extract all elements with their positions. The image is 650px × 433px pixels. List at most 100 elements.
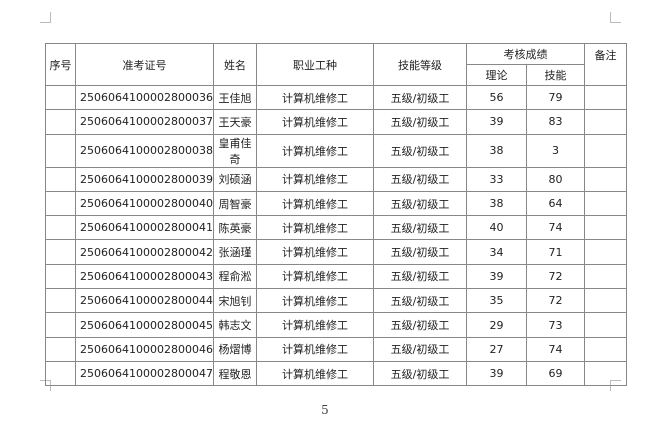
- table-row: 2506064100002800039 刘硕涵 计算机维修工 五级/初级工 33 80: [45, 166, 627, 192]
- cell-exam-id: 2506064100002800041: [75, 215, 214, 241]
- cell-level: 五级/初级工: [372, 133, 467, 168]
- cell-seq: [45, 336, 76, 362]
- cell-exam-id: 2506064100002800038: [75, 133, 214, 168]
- cell-occupation: 计算机维修工: [255, 133, 374, 168]
- table-row: 2506064100002800040 周智豪 计算机维修工 五级/初级工 38 64: [45, 190, 627, 217]
- cell-occupation: 计算机维修工: [255, 109, 374, 135]
- cell-seq: [45, 109, 76, 135]
- cell-exam-id: 2506064100002800037: [75, 109, 214, 135]
- cell-level: 五级/初级工: [372, 190, 467, 217]
- cell-occupation: 计算机维修工: [255, 239, 374, 265]
- cell-skill: 72: [525, 263, 585, 290]
- cell-exam-id: 2506064100002800046: [75, 336, 214, 362]
- cell-name: 宋旭钊: [212, 288, 257, 314]
- cell-remark: [583, 215, 627, 241]
- cell-level: 五级/初级工: [372, 360, 467, 387]
- cell-theory: 39: [465, 109, 527, 135]
- cell-exam-id: 2506064100002800044: [75, 288, 214, 314]
- cell-remark: [583, 239, 627, 265]
- cell-occupation: 计算机维修工: [255, 190, 374, 217]
- table-row: 2506064100002800045 韩志文 计算机维修工 五级/初级工 29 73: [45, 312, 627, 338]
- cell-skill: 71: [525, 239, 585, 265]
- cell-theory: 56: [465, 84, 527, 111]
- cell-name: 皇甫佳奇: [212, 133, 257, 168]
- header-occupation: 职业工种: [255, 43, 374, 86]
- cell-remark: [583, 312, 627, 338]
- cell-theory: 38: [465, 190, 527, 217]
- cell-exam-id: 2506064100002800040: [75, 190, 214, 217]
- cell-occupation: 计算机维修工: [255, 312, 374, 338]
- cell-remark: [583, 84, 627, 111]
- header-score: 考核成绩: [465, 43, 585, 65]
- cell-occupation: 计算机维修工: [255, 84, 374, 111]
- cell-seq: [45, 166, 76, 192]
- cell-name: 刘硕涵: [212, 166, 257, 192]
- cell-exam-id: 2506064100002800042: [75, 239, 214, 265]
- score-table: 序号 准考证号 姓名 职业工种 技能等级 考核成绩 备注 理论 技能 25060…: [45, 43, 627, 387]
- cell-exam-id: 2506064100002800036: [75, 84, 214, 111]
- cell-skill: 74: [525, 336, 585, 362]
- cell-occupation: 计算机维修工: [255, 360, 374, 387]
- cell-theory: 34: [465, 239, 527, 265]
- page-number: 5: [321, 403, 329, 417]
- cell-skill: 83: [525, 109, 585, 135]
- cell-theory: 29: [465, 312, 527, 338]
- cell-seq: [45, 190, 76, 217]
- cell-skill: 79: [525, 84, 585, 111]
- cell-exam-id: 2506064100002800047: [75, 360, 214, 387]
- cell-skill: 74: [525, 215, 585, 241]
- header-exam-id: 准考证号: [75, 43, 214, 86]
- cell-seq: [45, 84, 76, 111]
- cell-occupation: 计算机维修工: [255, 288, 374, 314]
- header-name: 姓名: [212, 43, 257, 86]
- cell-occupation: 计算机维修工: [255, 166, 374, 192]
- cell-remark: [583, 109, 627, 135]
- table-row: 2506064100002800036 王佳旭 计算机维修工 五级/初级工 56 79: [45, 84, 627, 111]
- cell-name: 王佳旭: [212, 84, 257, 111]
- table-row: 2506064100002800042 张涵瑾 计算机维修工 五级/初级工 34 71: [45, 239, 627, 265]
- header-level: 技能等级: [372, 43, 467, 86]
- cell-level: 五级/初级工: [372, 84, 467, 111]
- cell-name: 程敬恩: [212, 360, 257, 387]
- table-row: 2506064100002800047 程敬恩 计算机维修工 五级/初级工 39 69: [45, 360, 627, 387]
- header-theory: 理论: [465, 64, 527, 86]
- cell-theory: 38: [465, 133, 527, 168]
- cell-exam-id: 2506064100002800039: [75, 166, 214, 192]
- cell-remark: [583, 263, 627, 290]
- table-row: 2506064100002800046 杨熠博 计算机维修工 五级/初级工 27 74: [45, 336, 627, 362]
- table-row: 2506064100002800044 宋旭钊 计算机维修工 五级/初级工 35 72: [45, 288, 627, 314]
- cell-seq: [45, 360, 76, 387]
- cell-skill: 64: [525, 190, 585, 217]
- margin-corner-mark: [40, 12, 51, 23]
- cell-name: 周智豪: [212, 190, 257, 217]
- cell-level: 五级/初级工: [372, 215, 467, 241]
- cell-theory: 33: [465, 166, 527, 192]
- cell-seq: [45, 288, 76, 314]
- cell-name: 程俞淞: [212, 263, 257, 290]
- header-skill: 技能: [525, 64, 585, 86]
- cell-name: 王天豪: [212, 109, 257, 135]
- cell-remark: [583, 190, 627, 217]
- cell-skill: 69: [525, 360, 585, 387]
- cell-level: 五级/初级工: [372, 288, 467, 314]
- cell-occupation: 计算机维修工: [255, 215, 374, 241]
- cell-skill: 80: [525, 166, 585, 192]
- cell-seq: [45, 312, 76, 338]
- cell-level: 五级/初级工: [372, 263, 467, 290]
- header-remark: 备注: [583, 43, 627, 86]
- table-row: 2506064100002800043 程俞淞 计算机维修工 五级/初级工 39 72: [45, 263, 627, 290]
- cell-level: 五级/初级工: [372, 336, 467, 362]
- cell-skill: 72: [525, 288, 585, 314]
- cell-remark: [583, 288, 627, 314]
- cell-skill: 73: [525, 312, 585, 338]
- cell-seq: [45, 263, 76, 290]
- cell-level: 五级/初级工: [372, 312, 467, 338]
- cell-theory: 39: [465, 360, 527, 387]
- cell-exam-id: 2506064100002800043: [75, 263, 214, 290]
- margin-corner-mark: [610, 12, 621, 23]
- table-row: 2506064100002800037 王天豪 计算机维修工 五级/初级工 39 83: [45, 109, 627, 135]
- cell-remark: [583, 336, 627, 362]
- cell-remark: [583, 133, 627, 168]
- cell-seq: [45, 215, 76, 241]
